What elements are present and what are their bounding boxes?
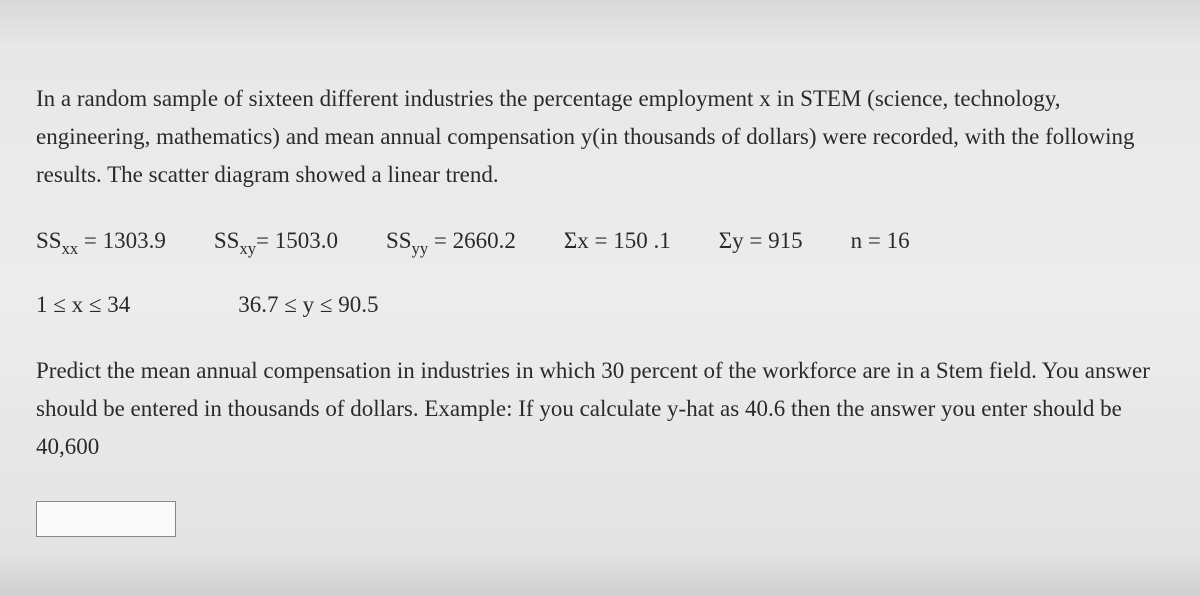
n-stat: n = 16 (851, 222, 910, 262)
x-range: 1 ≤ x ≤ 34 (36, 286, 130, 324)
ssxy-label: SS (214, 228, 240, 253)
ssxy-sub: xy (239, 239, 256, 258)
ranges-row: 1 ≤ x ≤ 34 36.7 ≤ y ≤ 90.5 (36, 286, 1164, 324)
question-content: In a random sample of sixteen different … (36, 80, 1164, 537)
ssxx-label: SS (36, 228, 62, 253)
y-range: 36.7 ≤ y ≤ 90.5 (238, 286, 378, 324)
question-paragraph: Predict the mean annual compensation in … (36, 352, 1164, 466)
ssyy-value: = 2660.2 (428, 228, 516, 253)
ssxx-sub: xx (62, 239, 79, 258)
ssxx-stat: SSxx = 1303.9 (36, 222, 166, 262)
ssxy-value: = 1503.0 (256, 228, 338, 253)
answer-input[interactable] (36, 501, 176, 537)
ssxx-value: = 1303.9 (78, 228, 166, 253)
ssxy-stat: SSxy= 1503.0 (214, 222, 338, 262)
statistics-row: SSxx = 1303.9 SSxy= 1503.0 SSyy = 2660.2… (36, 222, 1164, 262)
ssyy-label: SS (386, 228, 412, 253)
sumy-stat: Σy = 915 (719, 222, 803, 262)
ssyy-stat: SSyy = 2660.2 (386, 222, 516, 262)
sumx-stat: Σx = 150 .1 (564, 222, 671, 262)
question-text: Predict the mean annual compensation in … (36, 358, 1150, 459)
ssyy-sub: yy (412, 239, 429, 258)
intro-paragraph: In a random sample of sixteen different … (36, 80, 1164, 194)
intro-text: In a random sample of sixteen different … (36, 86, 1135, 187)
